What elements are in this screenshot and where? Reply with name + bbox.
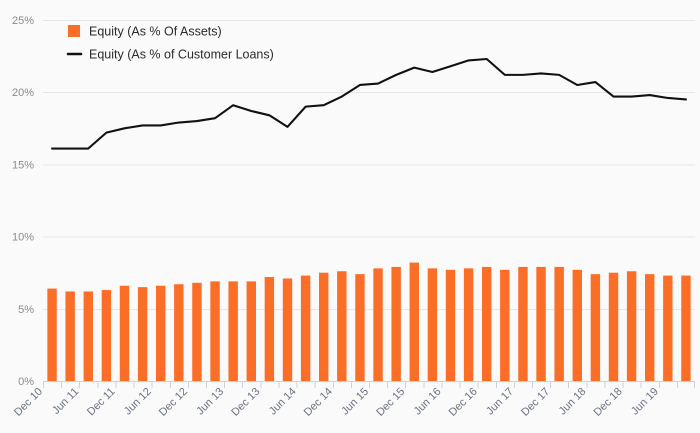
bar <box>300 275 311 381</box>
bar <box>554 266 564 381</box>
chart-legend: Equity (As % Of Assets) Equity (As % of C… <box>66 25 274 62</box>
legend-item-label: Equity (As % of Customer Loans) <box>89 48 274 62</box>
x-axis-tick-label: Jun 18 <box>557 386 589 418</box>
bar <box>192 282 202 381</box>
y-axis-tick-label: 5% <box>18 304 34 316</box>
x-axis-tick-label: Jun 11 <box>50 386 81 417</box>
x-axis-tick-label: Jun 17 <box>484 386 516 418</box>
y-axis-tick-label: 25% <box>12 15 34 27</box>
bar <box>137 287 148 381</box>
bar <box>355 274 365 381</box>
bar <box>119 285 130 381</box>
x-axis-tick-label: Dec 15 <box>374 386 407 419</box>
bar <box>101 290 112 381</box>
bar <box>228 281 238 381</box>
bar <box>373 268 383 381</box>
x-axis-tick-label: Dec 18 <box>592 386 625 419</box>
bar-series <box>47 262 691 381</box>
bar <box>500 269 510 381</box>
x-axis-tick-label: Dec 11 <box>85 386 118 419</box>
line-series-path <box>51 57 687 150</box>
x-axis-tick-label: Dec 16 <box>447 386 480 419</box>
legend-item-label: Equity (As % Of Assets) <box>89 25 222 39</box>
y-axis-tick-label: 10% <box>12 232 34 244</box>
x-axis-tick-label: Jun 14 <box>267 386 299 418</box>
y-axis-labels: 0% 5% 10% 15% 20% 25% <box>12 15 34 388</box>
bar <box>445 269 456 381</box>
x-axis-tick-label: Jun 13 <box>194 386 226 418</box>
bar <box>246 281 256 381</box>
bar <box>264 277 275 381</box>
bar <box>681 275 691 381</box>
bar <box>572 269 582 381</box>
bar <box>210 281 220 381</box>
bar <box>427 268 438 381</box>
y-axis-tick-label: 20% <box>12 87 34 99</box>
bar <box>319 272 329 381</box>
bar <box>663 275 673 381</box>
x-axis-tick-label: Dec 12 <box>157 386 190 419</box>
x-axis-tick-label: Jun 16 <box>412 386 444 418</box>
x-axis-tick-label: Jun 19 <box>629 386 661 418</box>
bar <box>156 285 166 381</box>
bar <box>391 266 401 381</box>
x-axis-tick-label: Dec 13 <box>229 386 262 419</box>
bar <box>518 266 528 381</box>
x-axis-tick-label: Dec 14 <box>302 386 335 419</box>
y-axis-tick-label: 0% <box>18 376 34 388</box>
bar <box>482 266 492 381</box>
legend-swatch-bar <box>68 25 80 37</box>
x-axis-tick-label: Dec 17 <box>519 386 552 419</box>
bar <box>83 291 93 381</box>
bar <box>645 274 655 381</box>
bar <box>65 291 75 381</box>
bar <box>608 272 619 381</box>
y-axis-tick-label: 15% <box>12 159 34 171</box>
bar <box>282 278 293 381</box>
bar <box>590 274 601 381</box>
bar <box>409 262 419 381</box>
x-axis-tick-label: Dec 10 <box>12 386 45 419</box>
bar <box>626 271 637 381</box>
x-axis-ticks <box>43 381 695 388</box>
x-axis-tick-label: Jun 15 <box>339 386 371 418</box>
x-axis-labels: Dec 10 Jun 11 Dec 11 Jun 12 Dec 12 Jun 13 Dec … <box>12 386 661 419</box>
bar <box>536 266 546 381</box>
bar <box>337 271 347 381</box>
bar <box>463 268 474 381</box>
line-series <box>51 57 687 150</box>
bar <box>47 288 57 381</box>
bar <box>174 284 184 381</box>
x-axis-tick-label: Jun 12 <box>122 386 154 418</box>
